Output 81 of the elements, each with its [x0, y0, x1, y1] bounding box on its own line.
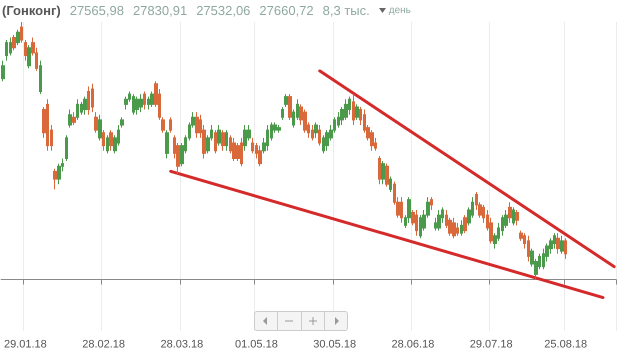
candlestick	[132, 94, 135, 116]
candlestick	[109, 130, 113, 152]
candlestick	[165, 130, 169, 159]
candlestick	[53, 168, 57, 190]
chart-title: (Гонконг)	[2, 3, 61, 18]
candlestick	[437, 209, 441, 232]
candlestick	[24, 40, 27, 62]
x-tick-label: 28.02.18	[82, 338, 126, 350]
candlestick	[94, 112, 98, 134]
candlestick	[217, 124, 221, 146]
candlestick	[143, 91, 146, 110]
candlestick	[139, 94, 143, 113]
text: 27532,06	[196, 3, 250, 18]
candlestick	[355, 104, 359, 120]
candlestick	[243, 124, 247, 152]
candlestick	[5, 40, 8, 62]
candlestick	[98, 114, 102, 141]
x-tick-label: 29.07.18	[470, 338, 513, 350]
x-tick-label: 28.03.18	[160, 338, 204, 350]
candlestick	[266, 124, 269, 152]
candlestick	[106, 134, 109, 154]
candlestick	[87, 86, 90, 116]
candlestick	[385, 163, 389, 188]
candlestick	[225, 130, 228, 152]
text: 27565,98	[70, 3, 124, 18]
candlestick	[318, 124, 321, 146]
candlestick	[91, 83, 94, 113]
candlestick	[352, 94, 355, 126]
candlestick	[515, 209, 519, 226]
candlestick	[65, 134, 68, 162]
candlestick	[415, 209, 418, 236]
candlestick	[527, 235, 530, 262]
text: 8,3 тыс.	[322, 3, 370, 18]
candlestick	[72, 112, 76, 126]
candlestick	[68, 109, 72, 128]
candlestick	[452, 217, 456, 239]
text: 27660,72	[259, 3, 314, 18]
candlestick	[195, 112, 199, 138]
candlestick	[1, 60, 5, 82]
candlestick	[556, 232, 560, 254]
x-tick-label: 25.08.18	[544, 338, 588, 350]
candlestick	[27, 44, 31, 69]
candlestick	[135, 96, 139, 116]
candlestick	[277, 124, 281, 134]
candlestick	[430, 196, 433, 210]
candlestick	[284, 94, 288, 108]
candlestick	[400, 196, 403, 224]
candlestick	[169, 116, 172, 134]
candlestick	[463, 214, 467, 234]
candlestick	[564, 238, 567, 260]
candlestick	[288, 94, 292, 120]
candlestick	[16, 29, 20, 46]
candlestick	[214, 130, 217, 154]
candlestick	[20, 22, 23, 44]
candlestick	[389, 176, 392, 192]
text: день	[388, 5, 411, 16]
candlestick	[258, 145, 262, 167]
candlestick	[508, 202, 512, 224]
candlestick	[378, 155, 381, 185]
candlestick	[12, 34, 16, 51]
candlestick	[512, 206, 515, 226]
x-tick-label: 30.05.18	[313, 338, 356, 350]
x-tick-label: 01.05.18	[234, 338, 278, 350]
candlestick	[46, 98, 49, 152]
candlestick	[460, 220, 463, 236]
candlestick	[150, 91, 154, 108]
candlestick	[83, 96, 87, 116]
candlestick	[232, 137, 236, 162]
candlestick	[221, 130, 225, 152]
candlestick	[240, 137, 243, 167]
candlestick	[311, 124, 314, 141]
candlestick	[102, 130, 105, 152]
x-tick-label: 28.06.18	[391, 338, 434, 350]
candlestick	[281, 106, 284, 120]
x-tick-label: 29.01.18	[4, 338, 47, 350]
candlestick	[314, 122, 318, 138]
candlestick	[560, 235, 564, 254]
candlestick	[381, 160, 385, 185]
candlestick	[76, 98, 79, 120]
text: 27830,91	[132, 3, 188, 18]
candlestick	[39, 60, 42, 95]
